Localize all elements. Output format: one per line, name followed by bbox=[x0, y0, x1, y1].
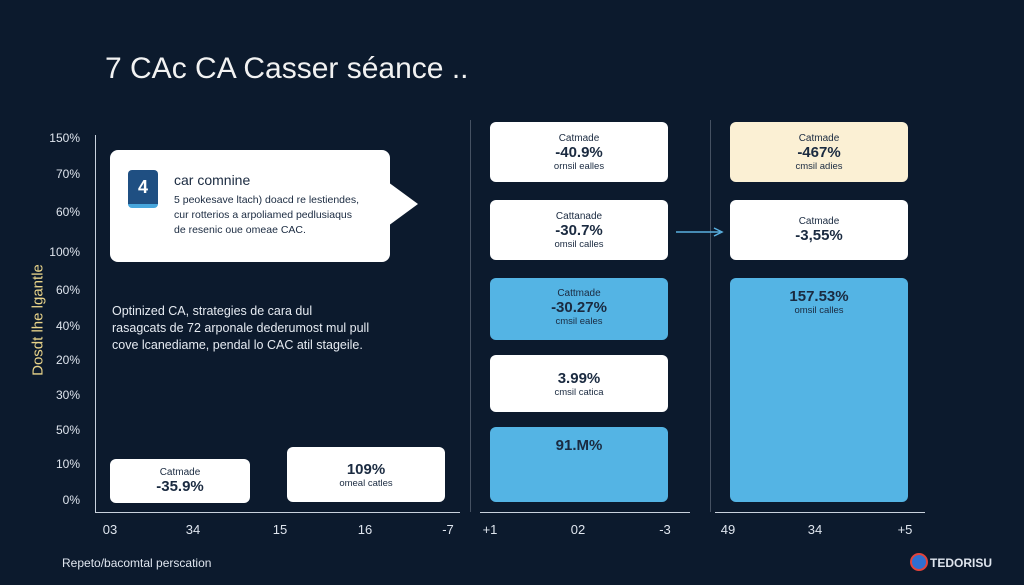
x-tick-label: -7 bbox=[442, 522, 454, 537]
callout-line: 5 peokesave ltach) doacd re lestiendes, bbox=[174, 194, 360, 206]
card-sub: omsil calles bbox=[794, 305, 844, 316]
divider bbox=[710, 120, 711, 512]
callout-line: cur rotterios a arpoliamed pedlusiaqus bbox=[174, 209, 353, 221]
footer: Repeto/bacomtal perscation bbox=[62, 556, 212, 570]
x-axis-line bbox=[95, 512, 460, 513]
y-tick-label: 40% bbox=[55, 319, 80, 333]
card: Catmade -40.9% ornsil ealles bbox=[490, 122, 668, 182]
card-label: Catmade bbox=[159, 467, 201, 478]
x-tick-label: 34 bbox=[807, 522, 823, 537]
y-tick-label: 20% bbox=[55, 353, 80, 367]
description-line: cove lcanediame, pendal lo CAC atil stag… bbox=[112, 338, 363, 352]
card-value: -30.27% bbox=[551, 299, 607, 316]
card: Cattanade -30.7% omsil calles bbox=[490, 200, 668, 260]
divider bbox=[470, 120, 471, 512]
x-tick-label: +5 bbox=[897, 522, 913, 537]
card: 157.53% omsil calles bbox=[730, 278, 908, 502]
callout-title: car comnine bbox=[174, 172, 251, 188]
card-value: 109% bbox=[346, 460, 386, 478]
callout: 4 car comnine 5 peokesave ltach) doacd r… bbox=[110, 150, 390, 262]
y-tick-label: 0% bbox=[62, 493, 80, 507]
card-label: Cattmade bbox=[557, 288, 601, 299]
card-value: 91.M% bbox=[555, 437, 603, 454]
card-sub: omsil calles bbox=[554, 238, 604, 250]
card-label: Catmade bbox=[558, 132, 600, 144]
title: 7 CAc CA Casser séance .. bbox=[105, 52, 469, 85]
x-tick-label: 16 bbox=[357, 522, 373, 537]
card-label: Cattanade bbox=[555, 210, 603, 222]
x-tick-label: 15 bbox=[272, 522, 288, 537]
y-tick-label: 50% bbox=[55, 423, 80, 437]
badge: 4 bbox=[128, 170, 158, 208]
x-axis-line bbox=[715, 512, 925, 513]
x-tick-label: 03 bbox=[102, 522, 118, 537]
card-sub: cmsil catica bbox=[554, 386, 604, 398]
callout-line: de resenic oue omeae CAC. bbox=[174, 224, 306, 236]
card-label: Catmade bbox=[798, 216, 840, 227]
card-value: -3,55% bbox=[795, 227, 843, 244]
card-value: -467% bbox=[797, 143, 841, 161]
card-value: -35.9% bbox=[156, 478, 204, 495]
y-tick-label: 100% bbox=[49, 245, 80, 259]
card-value: -40.9% bbox=[555, 143, 603, 161]
card-sub: cmsil eales bbox=[555, 316, 603, 327]
callout-pointer bbox=[388, 182, 418, 226]
card: 91.M% bbox=[490, 427, 668, 502]
card-value: -30.7% bbox=[555, 221, 603, 239]
y-tick-label: 150% bbox=[49, 131, 80, 145]
y-tick-label: 10% bbox=[55, 457, 80, 471]
card: 109% omeal catles bbox=[287, 447, 445, 502]
card: Cattmade -30.27% cmsil eales bbox=[490, 278, 668, 340]
card-sub: omeal catles bbox=[339, 477, 393, 489]
x-tick-label: 02 bbox=[570, 522, 586, 537]
logo: TEDORISU bbox=[930, 556, 993, 570]
y-tick-label: 30% bbox=[55, 388, 80, 402]
card-label: Catmade bbox=[798, 132, 840, 144]
description-line: rasagcats de 72 arponale dederumost mul … bbox=[112, 321, 370, 335]
card-sub: cmsil adies bbox=[795, 160, 843, 172]
card-sub: ornsil ealles bbox=[553, 160, 605, 172]
card: Catmade -35.9% bbox=[110, 459, 250, 503]
card: Catmade -3,55% bbox=[730, 200, 908, 260]
x-tick-label: +1 bbox=[482, 522, 498, 537]
x-tick-label: 34 bbox=[185, 522, 201, 537]
description-line: Optinized CA, strategies de cara dul bbox=[112, 304, 313, 318]
card-value: 157.53% bbox=[789, 288, 849, 305]
arrow bbox=[676, 227, 724, 237]
logo-icon bbox=[910, 553, 928, 571]
card: 3.99% cmsil catica bbox=[490, 355, 668, 412]
card: Catmade -467% cmsil adies bbox=[730, 122, 908, 182]
card-value: 3.99% bbox=[557, 369, 601, 387]
y-tick-label: 60% bbox=[55, 283, 80, 297]
y-tick-label: 70% bbox=[55, 167, 80, 181]
x-tick-label: -3 bbox=[659, 522, 671, 537]
x-tick-label: 49 bbox=[720, 522, 736, 537]
y-axis-line bbox=[95, 135, 96, 512]
x-axis-line bbox=[480, 512, 690, 513]
y-tick-label: 60% bbox=[55, 205, 80, 219]
